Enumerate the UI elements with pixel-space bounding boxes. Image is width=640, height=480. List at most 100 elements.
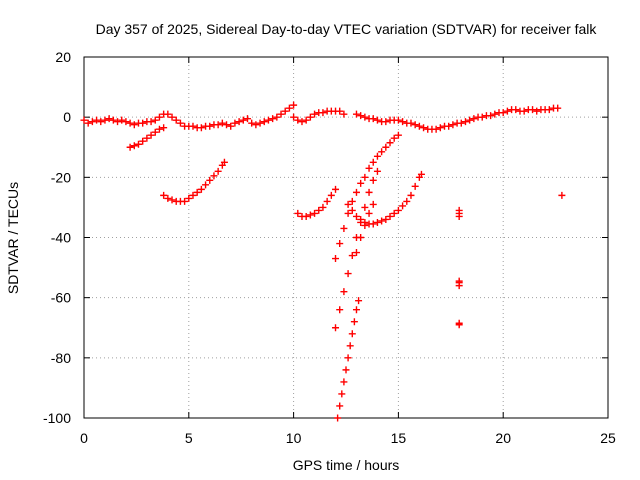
- data-point: [336, 402, 344, 410]
- data-point: [350, 318, 358, 326]
- data-point: [403, 197, 411, 205]
- data-point: [160, 191, 168, 199]
- data-point: [348, 252, 356, 260]
- data-point: [420, 124, 428, 132]
- data-point: [394, 131, 402, 139]
- data-point: [109, 116, 117, 124]
- data-point: [155, 113, 163, 121]
- data-point: [311, 110, 319, 118]
- data-point: [344, 354, 352, 362]
- data-point: [365, 164, 373, 172]
- data-point: [466, 116, 474, 124]
- data-point: [369, 115, 377, 123]
- x-tick-label: 15: [391, 430, 407, 446]
- data-point: [223, 121, 231, 129]
- data-point: [390, 134, 398, 142]
- data-point: [202, 181, 210, 189]
- data-point: [134, 140, 142, 148]
- x-tick-label: 0: [80, 430, 88, 446]
- data-point: [220, 158, 228, 166]
- data-point: [394, 116, 402, 124]
- data-point: [399, 118, 407, 126]
- data-point: [122, 118, 130, 126]
- data-point: [189, 122, 197, 130]
- data-point: [281, 107, 289, 115]
- data-point: [306, 211, 314, 219]
- data-point: [269, 115, 277, 123]
- data-point: [298, 118, 306, 126]
- data-point: [382, 143, 390, 151]
- data-point: [332, 324, 340, 332]
- data-point: [365, 188, 373, 196]
- data-point: [93, 116, 101, 124]
- data-point: [344, 200, 352, 208]
- data-point: [373, 152, 381, 160]
- y-axis-label: SDTVAR / TECUs: [5, 182, 21, 294]
- data-point: [323, 197, 331, 205]
- chart-title: Day 357 of 2025, Sidereal Day-to-day VTE…: [96, 21, 598, 37]
- data-point: [336, 240, 344, 248]
- data-point: [499, 109, 507, 117]
- series-4: [294, 185, 340, 220]
- data-point: [357, 112, 365, 120]
- data-point: [491, 110, 499, 118]
- data-point: [357, 179, 365, 187]
- data-point: [382, 215, 390, 223]
- data-point: [130, 121, 138, 129]
- data-point: [214, 167, 222, 175]
- data-point: [172, 116, 180, 124]
- data-point: [143, 134, 151, 142]
- data-point: [264, 116, 272, 124]
- data-point: [344, 270, 352, 278]
- data-point: [373, 167, 381, 175]
- data-point: [529, 106, 537, 114]
- data-point: [101, 116, 109, 124]
- data-point: [478, 113, 486, 121]
- data-point: [168, 113, 176, 121]
- series-8: [334, 297, 363, 422]
- y-tick-label: -60: [51, 290, 71, 306]
- data-point: [256, 119, 264, 127]
- data-point: [407, 191, 415, 199]
- data-point: [151, 116, 159, 124]
- data-point: [340, 110, 348, 118]
- data-point: [386, 139, 394, 147]
- data-point: [139, 137, 147, 145]
- data-point: [369, 200, 377, 208]
- data-point: [189, 191, 197, 199]
- data-point: [285, 104, 293, 112]
- data-point: [361, 203, 369, 211]
- data-point: [319, 109, 327, 117]
- data-point: [97, 118, 105, 126]
- data-point: [461, 118, 469, 126]
- plot-frame: [83, 56, 609, 419]
- data-point: [378, 148, 386, 156]
- data-point: [130, 142, 138, 150]
- data-point: [176, 119, 184, 127]
- data-point: [338, 390, 346, 398]
- data-point: [332, 255, 340, 263]
- data-point: [340, 224, 348, 232]
- data-point: [545, 106, 553, 114]
- data-point: [355, 297, 363, 305]
- data-point: [558, 191, 566, 199]
- data-point: [365, 209, 373, 217]
- data-point: [306, 113, 314, 121]
- data-point: [455, 277, 463, 285]
- data-point: [164, 194, 172, 202]
- data-point: [277, 110, 285, 118]
- data-point: [361, 113, 369, 121]
- data-point: [118, 116, 126, 124]
- data-point: [352, 212, 360, 220]
- data-point: [344, 209, 352, 217]
- data-point: [470, 115, 478, 123]
- data-point: [126, 143, 134, 151]
- x-tick-label: 5: [185, 430, 193, 446]
- x-axis-tick-labels: 0 5 10 15 20 25: [80, 430, 616, 446]
- data-point: [449, 121, 457, 129]
- series-1: [80, 101, 562, 133]
- data-point: [357, 215, 365, 223]
- data-point: [214, 121, 222, 129]
- data-point: [147, 131, 155, 139]
